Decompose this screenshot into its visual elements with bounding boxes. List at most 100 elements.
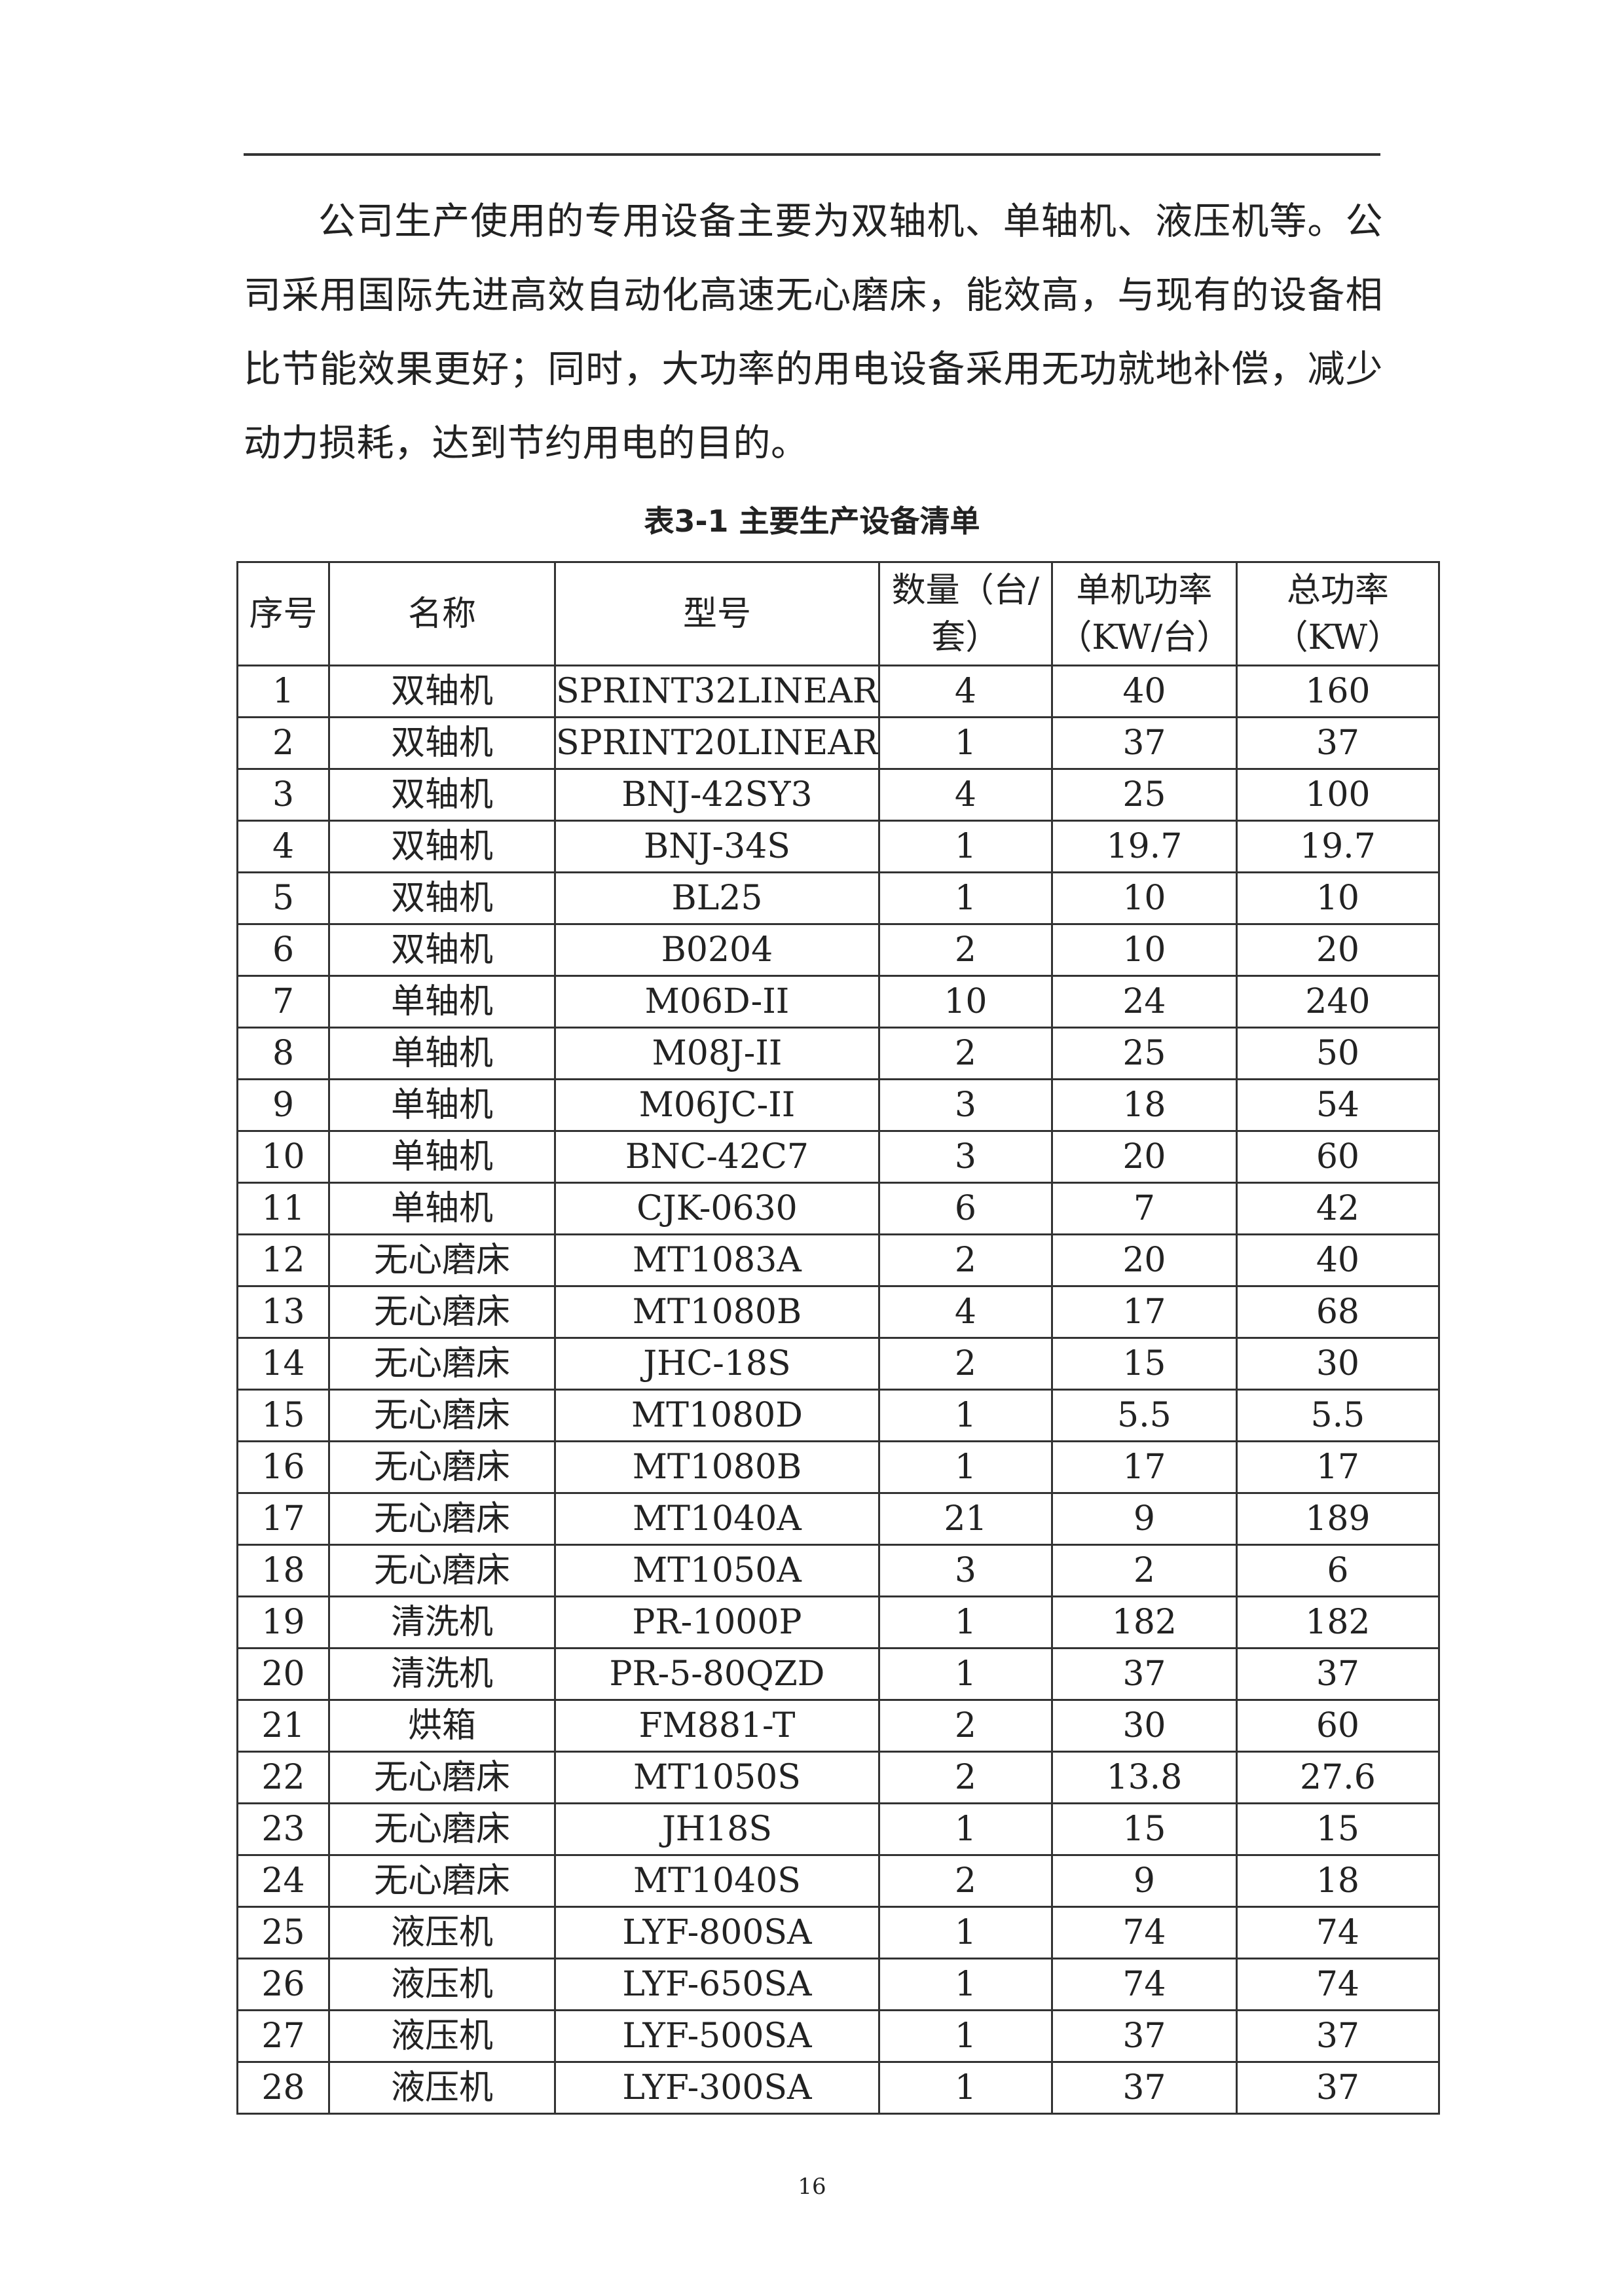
table-cell: JH18S — [554, 1802, 880, 1856]
table-cell: M08J-II — [554, 1027, 880, 1080]
table-cell: 液压机 — [328, 1906, 556, 1959]
table-cell: 6 — [1235, 1544, 1440, 1597]
table-cell: 无心磨床 — [328, 1492, 556, 1546]
table-cell: BNJ-42SY3 — [554, 768, 880, 822]
table-cell: MT1083A — [554, 1233, 880, 1287]
table-row: 8 单轴机 M08J-II 2 25 50 — [236, 1027, 1440, 1080]
table-cell: 10 — [236, 1130, 330, 1184]
table-cell: 液压机 — [328, 1958, 556, 2011]
table-cell: SPRINT32LINEAR — [554, 665, 880, 718]
table-cell: 18 — [1050, 1078, 1238, 1132]
table-cell: 16 — [236, 1440, 330, 1494]
table-cell: 30 — [1050, 1699, 1238, 1753]
table-row: 1 双轴机 SPRINT32LINEAR 4 40 160 — [236, 665, 1440, 718]
table-row: 19 清洗机 PR-1000P 1 182 182 — [236, 1595, 1440, 1649]
table-cell: MT1080D — [554, 1389, 880, 1442]
table-header-row: 序号 名称 型号 数量（台/套） 单机功率（KW/台） 总功率（KW） — [236, 561, 1440, 666]
table-cell: 17 — [1050, 1285, 1238, 1339]
table-cell: 6 — [877, 1182, 1053, 1235]
table-cell: 5.5 — [1235, 1389, 1440, 1442]
table-cell: 4 — [877, 768, 1053, 822]
table-cell: 无心磨床 — [328, 1285, 556, 1339]
table-row: 13 无心磨床 MT1080B 4 17 68 — [236, 1285, 1440, 1339]
table-cell: 7 — [236, 975, 330, 1029]
table-cell: 15 — [1050, 1337, 1238, 1391]
table-cell: 189 — [1235, 1492, 1440, 1546]
table-cell: 30 — [1235, 1337, 1440, 1391]
table-cell: 54 — [1235, 1078, 1440, 1132]
table-cell: 双轴机 — [328, 820, 556, 873]
table-cell: LYF-500SA — [554, 2009, 880, 2063]
table-cell: 双轴机 — [328, 871, 556, 925]
table-row: 7 单轴机 M06D-II 10 24 240 — [236, 975, 1440, 1029]
table-cell: 清洗机 — [328, 1595, 556, 1649]
table-cell: 14 — [236, 1337, 330, 1391]
table-cell: MT1050A — [554, 1544, 880, 1597]
table-cell: 100 — [1235, 768, 1440, 822]
table-row: 21 烘箱 FM881-T 2 30 60 — [236, 1699, 1440, 1753]
table-cell: 37 — [1050, 1647, 1238, 1701]
table-cell: 6 — [236, 923, 330, 977]
table-cell: 液压机 — [328, 2061, 556, 2115]
table-cell: 40 — [1050, 665, 1238, 718]
table-cell: MT1040A — [554, 1492, 880, 1546]
table-cell: 10 — [877, 975, 1053, 1029]
table-cell: JHC-18S — [554, 1337, 880, 1391]
table-cell: 27.6 — [1235, 1751, 1440, 1804]
table-cell: 单轴机 — [328, 975, 556, 1029]
table-cell: 37 — [1235, 2009, 1440, 2063]
table-cell: 3 — [877, 1078, 1053, 1132]
table-row: 4 双轴机 BNJ-34S 1 19.7 19.7 — [236, 820, 1440, 873]
table-row: 14 无心磨床 JHC-18S 2 15 30 — [236, 1337, 1440, 1391]
table-cell: 无心磨床 — [328, 1233, 556, 1287]
table-cell: 25 — [1050, 768, 1238, 822]
table-cell: 240 — [1235, 975, 1440, 1029]
table-cell: 19.7 — [1050, 820, 1238, 873]
table-cell: 5.5 — [1050, 1389, 1238, 1442]
table-cell: 20 — [1050, 1130, 1238, 1184]
table-cell: 37 — [1050, 716, 1238, 770]
table-cell: BL25 — [554, 871, 880, 925]
table-cell: 1 — [877, 1595, 1053, 1649]
table-cell: 2 — [877, 1751, 1053, 1804]
table-cell: PR-1000P — [554, 1595, 880, 1649]
table-cell: 37 — [1235, 2061, 1440, 2115]
table-cell: 9 — [1050, 1492, 1238, 1546]
table-cell: 37 — [1235, 716, 1440, 770]
table-cell: 1 — [236, 665, 330, 718]
header-cell: 型号 — [554, 561, 880, 666]
table-row: 25 液压机 LYF-800SA 1 74 74 — [236, 1906, 1440, 1959]
table-cell: 18 — [236, 1544, 330, 1597]
table-cell: 74 — [1050, 1906, 1238, 1959]
table-cell: 1 — [877, 1440, 1053, 1494]
table-row: 6 双轴机 B0204 2 10 20 — [236, 923, 1440, 977]
table-row: 15 无心磨床 MT1080D 1 5.5 5.5 — [236, 1389, 1440, 1442]
table-cell: 10 — [1235, 871, 1440, 925]
table-cell: 1 — [877, 1647, 1053, 1701]
table-cell: 17 — [236, 1492, 330, 1546]
table-cell: 26 — [236, 1958, 330, 2011]
header-cell: 单机功率（KW/台） — [1050, 561, 1238, 666]
table-cell: 1 — [877, 871, 1053, 925]
table-cell: 182 — [1050, 1595, 1238, 1649]
table-cell: 无心磨床 — [328, 1751, 556, 1804]
header-cell: 名称 — [328, 561, 556, 666]
table-cell: LYF-650SA — [554, 1958, 880, 2011]
header-cell: 数量（台/套） — [877, 561, 1053, 666]
table-row: 20 清洗机 PR-5-80QZD 1 37 37 — [236, 1647, 1440, 1701]
table-cell: SPRINT20LINEAR — [554, 716, 880, 770]
table-cell: 182 — [1235, 1595, 1440, 1649]
table-cell: 1 — [877, 2061, 1053, 2115]
table-cell: LYF-800SA — [554, 1906, 880, 1959]
table-cell: 1 — [877, 820, 1053, 873]
table-cell: 10 — [1050, 871, 1238, 925]
table-row: 27 液压机 LYF-500SA 1 37 37 — [236, 2009, 1440, 2063]
table-cell: MT1040S — [554, 1854, 880, 1908]
table-cell: 3 — [877, 1544, 1053, 1597]
table-cell: 1 — [877, 716, 1053, 770]
table-row: 12 无心磨床 MT1083A 2 20 40 — [236, 1233, 1440, 1287]
table-cell: 双轴机 — [328, 665, 556, 718]
header-cell: 总功率（KW） — [1235, 561, 1440, 666]
table-cell: 液压机 — [328, 2009, 556, 2063]
table-cell: 9 — [236, 1078, 330, 1132]
